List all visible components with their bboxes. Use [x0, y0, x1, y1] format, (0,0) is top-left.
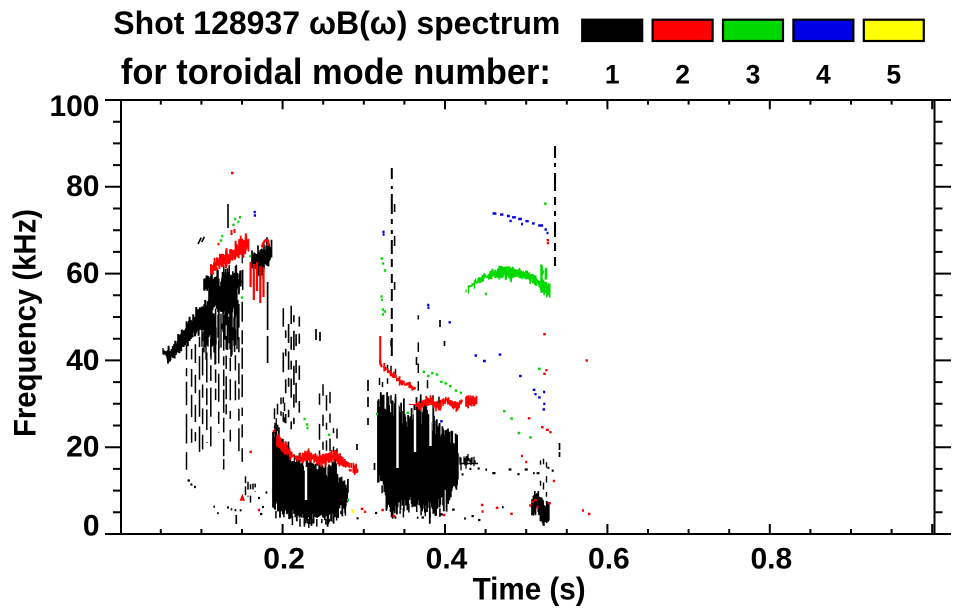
svg-text:Time (s): Time (s) [473, 571, 586, 607]
svg-text:Shot 128937 ωB(ω) spectrum: Shot 128937 ωB(ω) spectrum [113, 5, 560, 41]
svg-text:0.4: 0.4 [426, 542, 468, 575]
svg-text:Frequency (kHz): Frequency (kHz) [6, 209, 42, 437]
svg-text:3: 3 [746, 60, 761, 90]
svg-text:0.6: 0.6 [588, 542, 630, 575]
svg-text:4: 4 [816, 60, 831, 90]
svg-text:0: 0 [83, 509, 100, 542]
svg-text:for toroidal mode number:: for toroidal mode number: [121, 51, 551, 92]
svg-text:1: 1 [605, 60, 620, 90]
svg-text:2: 2 [675, 60, 690, 90]
svg-text:20: 20 [66, 431, 99, 464]
svg-text:40: 40 [66, 344, 99, 377]
svg-text:0.8: 0.8 [750, 542, 792, 575]
svg-text:60: 60 [66, 257, 99, 290]
svg-text:80: 80 [66, 170, 99, 203]
svg-text:0.2: 0.2 [263, 542, 305, 575]
svg-text:100: 100 [49, 90, 99, 123]
svg-text:5: 5 [886, 60, 901, 90]
